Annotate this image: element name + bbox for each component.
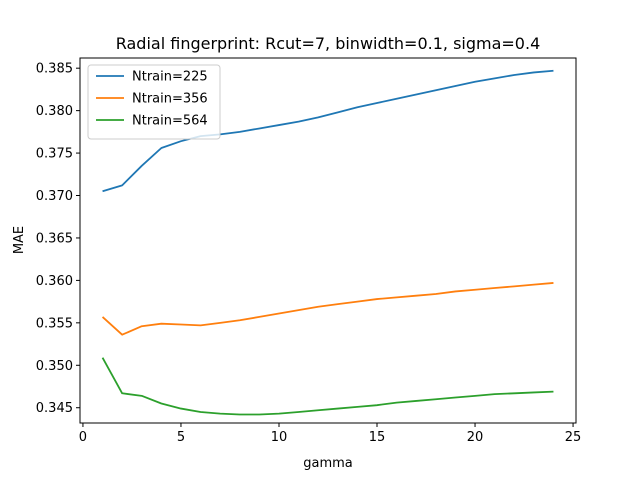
y-tick-label: 0.365 [36, 231, 73, 246]
legend-label: Ntrain=564 [132, 114, 208, 129]
series-line-1 [102, 69, 554, 193]
y-tick-label: 0.350 [36, 359, 73, 374]
x-tick-label: 0 [79, 430, 87, 445]
x-tick-label: 5 [177, 430, 185, 445]
legend-label: Ntrain=225 [132, 70, 208, 85]
y-tick-label: 0.375 [36, 147, 73, 162]
x-tick-label: 25 [565, 430, 582, 445]
legend: Ntrain=225 Ntrain=356 Ntrain=564 [87, 64, 221, 140]
y-tick-label: 0.370 [36, 189, 73, 204]
plot-area [101, 69, 554, 416]
series-line-3 [101, 357, 554, 416]
legend-label: Ntrain=356 [132, 92, 208, 107]
x-tick-label: 20 [467, 430, 484, 445]
x-tick-label: 10 [271, 430, 288, 445]
y-tick-label: 0.355 [36, 316, 73, 331]
y-tick-label: 0.385 [36, 62, 73, 77]
axes-frame [79, 57, 577, 424]
x-axis: 0 5 10 15 20 25 [79, 423, 582, 445]
y-axis: 0.345 0.350 0.355 0.360 0.365 0.370 0.375 0.380… [36, 62, 80, 416]
x-axis-label: gamma [303, 456, 353, 471]
x-tick-label: 15 [369, 430, 386, 445]
y-tick-label: 0.380 [36, 104, 73, 119]
chart-title: Radial fingerprint: Rcut=7, binwidth=0.1… [116, 34, 541, 53]
y-axis-label: MAE [12, 226, 27, 254]
y-tick-label: 0.345 [36, 401, 73, 416]
series-line-2 [101, 282, 554, 336]
y-tick-label: 0.360 [36, 274, 73, 289]
